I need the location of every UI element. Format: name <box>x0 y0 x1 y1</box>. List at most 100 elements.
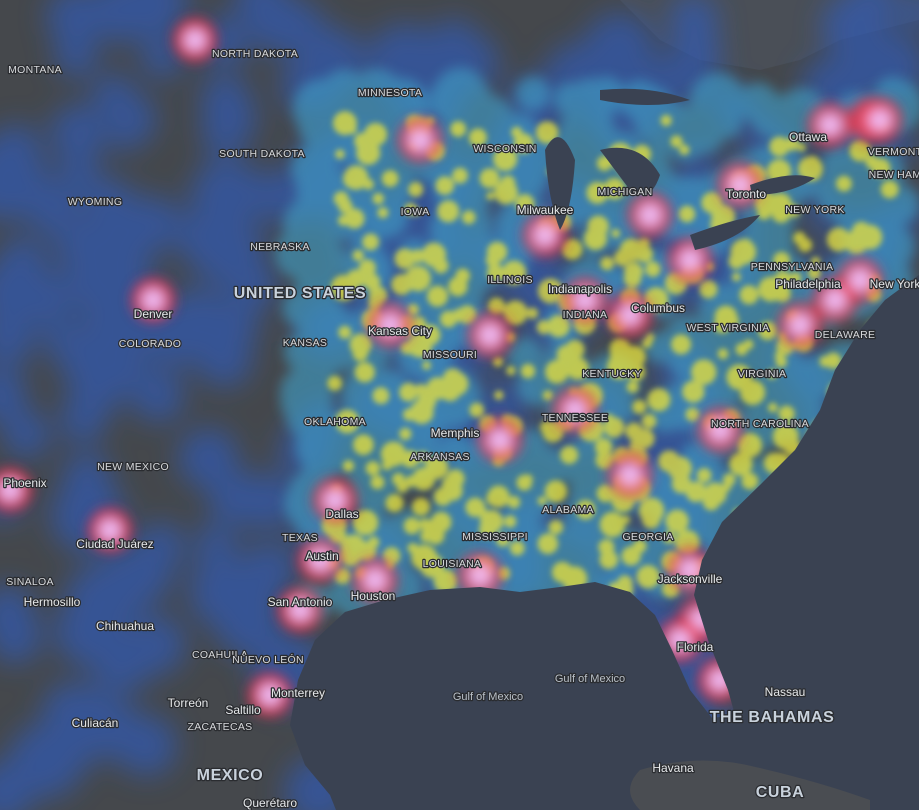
glow <box>835 175 852 192</box>
glow <box>514 428 549 463</box>
glow <box>496 533 510 547</box>
glow <box>537 496 547 506</box>
state-label: NUEVO LEÓN <box>232 653 304 666</box>
glow <box>739 285 759 305</box>
glow <box>511 126 523 138</box>
glow <box>696 468 712 483</box>
glow <box>503 515 517 528</box>
glow <box>821 0 891 62</box>
state-label: NORTH DAKOTA <box>212 48 298 60</box>
state-label: WISCONSIN <box>473 143 536 155</box>
state-label: MISSISSIPPI <box>462 531 528 543</box>
glow <box>542 390 553 401</box>
labels: UNITED STATES MEXICO CUBA THE BAHAMAS MONTAN… <box>2 47 919 810</box>
state-label: MONTANA <box>8 64 62 76</box>
glow <box>740 379 766 405</box>
glow <box>722 473 736 487</box>
glow <box>611 228 621 238</box>
glow <box>450 121 467 137</box>
glow <box>435 176 455 195</box>
glow <box>349 333 372 356</box>
glow <box>797 143 806 152</box>
glow <box>399 382 418 402</box>
glow <box>729 452 753 476</box>
glow <box>442 480 463 501</box>
state-label: TEXAS <box>282 532 318 544</box>
city-label: Philadelphia <box>775 277 841 291</box>
glow <box>407 303 419 316</box>
glow <box>731 272 741 282</box>
glow <box>54 594 128 668</box>
city-core <box>729 174 751 196</box>
glow <box>717 348 729 360</box>
glow <box>679 144 690 156</box>
city-label: New York <box>870 277 919 291</box>
glow <box>3 411 51 459</box>
glow <box>501 260 527 285</box>
glow <box>536 319 551 335</box>
city-label: Indianapolis <box>548 282 612 296</box>
state-label: OKLAHOMA <box>304 416 366 428</box>
glow <box>333 191 349 207</box>
glow <box>710 106 743 139</box>
glow <box>339 543 362 567</box>
glow <box>403 517 421 535</box>
state-label: VIRGINIA <box>738 368 787 380</box>
city-core <box>534 224 556 246</box>
glow <box>599 511 626 538</box>
glow <box>370 475 385 490</box>
glow <box>493 146 518 172</box>
glow <box>641 413 657 429</box>
glow <box>385 494 404 513</box>
glow <box>583 12 655 85</box>
glow <box>355 350 366 361</box>
glow <box>380 441 406 467</box>
glow <box>638 497 665 524</box>
glow <box>233 0 288 28</box>
city-label: San Antonio <box>268 595 333 609</box>
city-core <box>824 289 846 311</box>
glow <box>507 495 521 509</box>
country-label: UNITED STATES <box>234 285 367 302</box>
glow <box>776 428 797 449</box>
glow <box>338 325 352 339</box>
glow <box>408 182 424 197</box>
state-label: SINALOA <box>6 576 54 588</box>
city-core <box>184 29 206 51</box>
glow <box>506 337 543 374</box>
glow <box>358 259 376 277</box>
glow <box>849 140 871 162</box>
state-label: NEW YORK <box>785 204 844 216</box>
glow <box>778 405 795 422</box>
glow <box>535 121 559 144</box>
city-label: Phoenix <box>3 476 46 490</box>
city-core <box>489 429 511 451</box>
glow <box>364 122 388 147</box>
glow <box>560 445 579 465</box>
city-core <box>469 564 491 586</box>
glow <box>825 352 842 369</box>
glow <box>660 114 672 127</box>
city-core <box>789 314 811 336</box>
glow <box>596 484 615 503</box>
glow <box>42 319 84 360</box>
glow <box>346 269 366 289</box>
glow <box>141 35 184 79</box>
glow <box>439 433 471 465</box>
city-label: Havana <box>652 761 694 775</box>
city-label: Florida <box>677 640 714 654</box>
glow <box>492 356 503 367</box>
glow <box>668 0 719 45</box>
water-label: Gulf of Mexico <box>453 691 523 703</box>
glow <box>342 168 364 189</box>
glow <box>410 249 425 264</box>
country-label: THE BAHAMAS <box>710 709 835 726</box>
state-label: MISSOURI <box>423 349 477 361</box>
glow <box>645 261 661 278</box>
country-label: CUBA <box>756 784 805 801</box>
glow <box>775 355 788 368</box>
glow <box>857 224 883 250</box>
country-label: MEXICO <box>197 767 264 784</box>
glow <box>494 390 504 401</box>
glow <box>335 409 360 434</box>
